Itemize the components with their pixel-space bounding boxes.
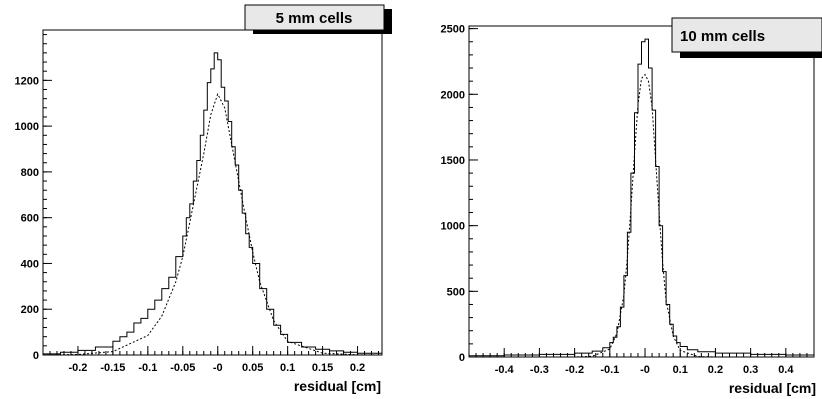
tick-labels: -0.2 -0.15 -0.1 -0.05 -0 0.05 0.1 0.15 0.2 0 200 40… xyxy=(15,75,366,374)
y-tick-label: 1000 xyxy=(441,221,465,233)
x-tick-label: 0.1 xyxy=(280,362,295,374)
histogram-series xyxy=(42,52,382,355)
x-tick-label: -0.2 xyxy=(68,362,87,374)
x-tick-label: 0.4 xyxy=(778,364,794,376)
x-tick-label: 0.3 xyxy=(743,364,758,376)
y-tick-label: 1200 xyxy=(15,75,39,87)
x-tick-label: 0.15 xyxy=(312,362,333,374)
x-axis-title: residual [cm] xyxy=(294,378,381,394)
chart-5mm-cells: -0.2 -0.15 -0.1 -0.05 -0 0.05 0.1 0.15 0.2 0 200 40… xyxy=(15,4,392,394)
x-tick-label: -0.15 xyxy=(100,362,125,374)
x-tick-label: 0.1 xyxy=(673,364,688,376)
y-tick-label: 2500 xyxy=(441,24,465,36)
x-tick-label: -0.2 xyxy=(565,364,584,376)
x-tick-label: -0.3 xyxy=(530,364,549,376)
x-tick-label: -0.1 xyxy=(138,362,157,374)
y-tick-label: 2000 xyxy=(441,89,465,101)
plot-frame xyxy=(42,29,383,356)
title-box-frame xyxy=(244,4,385,31)
fit-curve-series xyxy=(469,73,814,358)
y-tick-label: 200 xyxy=(21,304,39,316)
histogram-series xyxy=(468,38,814,357)
series-layer xyxy=(42,52,383,356)
y-tick-label: 500 xyxy=(447,286,465,298)
chart-title: 5 mm cells xyxy=(276,10,353,27)
y-tick-label: 0 xyxy=(459,352,465,364)
x-tick-label: 0.2 xyxy=(708,364,723,376)
y-tick-label: 800 xyxy=(21,167,39,179)
title-box-frame xyxy=(671,17,822,53)
y-tick-label: 1500 xyxy=(441,155,465,167)
x-tick-label: -0.05 xyxy=(170,362,195,374)
x-tick-label: -0 xyxy=(640,364,650,376)
x-tick-label: 0.2 xyxy=(350,362,365,374)
title-box: 5 mm cells xyxy=(244,4,392,34)
x-tick-label: -0.1 xyxy=(600,364,619,376)
x-tick-label: -0 xyxy=(213,362,223,374)
x-tick-label: -0.4 xyxy=(495,364,515,376)
y-tick-label: 600 xyxy=(21,213,39,225)
y-tick-label: 400 xyxy=(21,258,39,270)
series-layer xyxy=(468,38,814,358)
tick-labels: -0.4 -0.3 -0.2 -0.1 -0 0.1 0.2 0.3 0.4 0 500 1000 15… xyxy=(441,24,795,376)
x-tick-label: 0.05 xyxy=(242,362,263,374)
fit-curve-series xyxy=(42,92,383,356)
plot-frame xyxy=(468,25,815,358)
x-axis-title: residual [cm] xyxy=(729,380,816,396)
y-tick-label: 0 xyxy=(33,350,39,362)
title-box: 10 mm cells xyxy=(671,17,822,58)
y-tick-label: 1000 xyxy=(15,121,39,133)
chart-10mm-cells: -0.4 -0.3 -0.2 -0.1 -0 0.1 0.2 0.3 0.4 0 500 1000 15… xyxy=(441,17,822,396)
chart-title: 10 mm cells xyxy=(680,28,765,45)
